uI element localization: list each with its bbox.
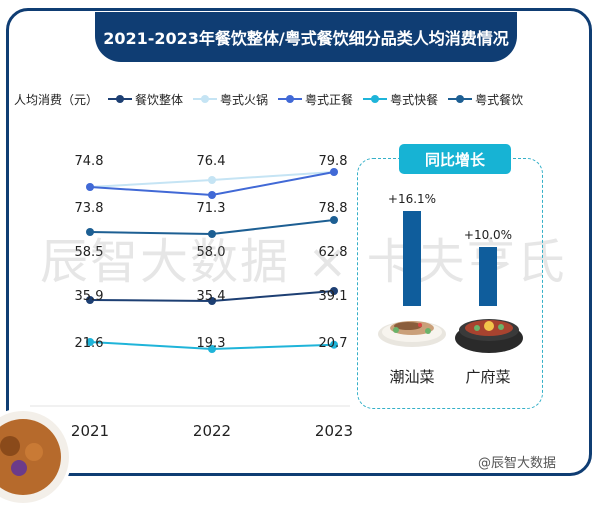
title-banner: 2021-2023年餐饮整体/粤式餐饮细分品类人均消费情况 bbox=[95, 12, 517, 62]
legend-swatch bbox=[363, 94, 388, 104]
legend-items: 餐饮整体 粤式火锅 粤式正餐 粤式快餐 粤式餐饮 bbox=[108, 91, 533, 108]
watermark: 辰智大数据 × 卡夫亨氏 bbox=[40, 234, 567, 290]
legend-swatch bbox=[193, 94, 218, 104]
guangfu-claypot-icon bbox=[455, 319, 523, 353]
data-point bbox=[86, 338, 94, 346]
legend: 人均消费（元） 餐饮整体 粤式火锅 粤式正餐 粤式快餐 粤式餐饮 bbox=[14, 88, 589, 110]
data-label: 19.3 bbox=[197, 336, 226, 351]
data-label: 79.8 bbox=[319, 154, 348, 169]
legend-item: 粤式快餐 bbox=[363, 91, 438, 108]
data-label: 73.8 bbox=[75, 201, 104, 216]
data-label: 39.1 bbox=[319, 289, 348, 304]
legend-swatch bbox=[278, 94, 303, 104]
legend-item: 粤式火锅 bbox=[193, 91, 268, 108]
legend-swatch bbox=[448, 94, 473, 104]
growth-bar bbox=[479, 247, 497, 306]
legend-unit-label: 人均消费（元） bbox=[14, 92, 99, 107]
legend-item: 粤式餐饮 bbox=[448, 91, 523, 108]
data-label: 78.8 bbox=[319, 201, 348, 216]
x-tick-label: 2022 bbox=[193, 422, 231, 440]
legend-label: 粤式快餐 bbox=[390, 92, 439, 107]
data-label: 71.3 bbox=[197, 201, 226, 216]
data-point bbox=[208, 230, 216, 238]
data-label: 58.0 bbox=[197, 245, 226, 260]
data-label: 74.8 bbox=[75, 154, 104, 169]
growth-panel-title: 同比增长 bbox=[399, 144, 511, 174]
chart-frame bbox=[6, 8, 592, 476]
data-point bbox=[208, 191, 216, 199]
chart-title: 2021-2023年餐饮整体/粤式餐饮细分品类人均消费情况 bbox=[103, 29, 509, 48]
legend-label: 粤式餐饮 bbox=[475, 92, 524, 107]
data-point bbox=[86, 183, 94, 191]
growth-category-label: 广府菜 bbox=[465, 368, 511, 386]
x-tick-label: 2023 bbox=[315, 422, 353, 440]
legend-item: 餐饮整体 bbox=[108, 91, 183, 108]
data-point bbox=[330, 168, 338, 176]
legend-label: 粤式正餐 bbox=[305, 92, 354, 107]
legend-label: 粤式火锅 bbox=[220, 92, 269, 107]
data-label: 20.7 bbox=[319, 336, 348, 351]
data-point bbox=[330, 287, 338, 295]
legend-label: 餐饮整体 bbox=[135, 92, 184, 107]
data-label: 21.6 bbox=[75, 336, 104, 351]
data-point bbox=[86, 296, 94, 304]
growth-value-label: +10.0% bbox=[463, 228, 513, 242]
x-tick-label: 2021 bbox=[71, 422, 109, 440]
growth-category-label: 潮汕菜 bbox=[389, 368, 435, 386]
data-point bbox=[208, 176, 216, 184]
line-chart: 74.8 73.8 58.5 35.9 21.6 2021 76.4 71.3 58.0 35.4… bbox=[30, 154, 353, 440]
data-label: 35.4 bbox=[197, 289, 226, 304]
data-label: 62.8 bbox=[319, 245, 348, 260]
data-label: 58.5 bbox=[75, 245, 104, 260]
data-point bbox=[330, 216, 338, 224]
data-point bbox=[86, 228, 94, 236]
growth-bar bbox=[403, 211, 421, 306]
chaoshan-dish-icon bbox=[378, 321, 446, 347]
source-watermark: @辰智大数据 bbox=[478, 452, 557, 471]
data-label: 35.9 bbox=[75, 289, 104, 304]
data-point bbox=[208, 297, 216, 305]
data-label: 76.4 bbox=[197, 154, 226, 169]
growth-value-label: +16.1% bbox=[387, 192, 437, 206]
data-point bbox=[208, 345, 216, 353]
legend-swatch bbox=[108, 94, 133, 104]
legend-item: 粤式正餐 bbox=[278, 91, 353, 108]
data-point bbox=[330, 340, 338, 349]
